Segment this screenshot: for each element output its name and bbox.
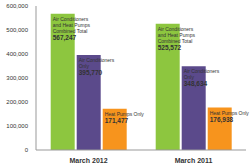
svg-text:and Heat Pumps: and Heat Pumps	[52, 21, 90, 28]
svg-text:600,000: 600,000	[8, 3, 29, 9]
svg-text:100,000: 100,000	[8, 123, 29, 129]
svg-text:Air Conditioners: Air Conditioners	[157, 25, 194, 32]
svg-text:Heat Pumps Only: Heat Pumps Only	[104, 110, 144, 117]
svg-text:Air Conditioners: Air Conditioners	[183, 68, 220, 75]
svg-text:500,000: 500,000	[8, 27, 29, 33]
svg-text:176,938: 176,938	[210, 116, 234, 124]
svg-text:Air Conditioners: Air Conditioners	[78, 57, 115, 63]
svg-text:0: 0	[25, 147, 29, 153]
svg-text:348,634: 348,634	[184, 80, 208, 88]
svg-text:Only: Only	[78, 63, 89, 69]
svg-text:Air Conditioners: Air Conditioners	[52, 15, 89, 22]
svg-text:March 2012: March 2012	[69, 157, 107, 164]
svg-text:395,770: 395,770	[79, 69, 103, 77]
svg-text:171,477: 171,477	[105, 117, 129, 125]
svg-text:567,247: 567,247	[53, 34, 77, 42]
svg-text:400,000: 400,000	[8, 51, 29, 57]
svg-text:Combined Total: Combined Total	[157, 37, 193, 44]
svg-text:March 2011: March 2011	[175, 157, 213, 164]
svg-text:and Heat Pumps: and Heat Pumps	[157, 31, 195, 38]
svg-text:Combined Total: Combined Total	[52, 27, 88, 34]
svg-text:525,572: 525,572	[158, 44, 182, 52]
svg-text:300,000: 300,000	[8, 75, 29, 81]
svg-text:200,000: 200,000	[8, 99, 29, 105]
svg-text:Only: Only	[183, 74, 194, 81]
